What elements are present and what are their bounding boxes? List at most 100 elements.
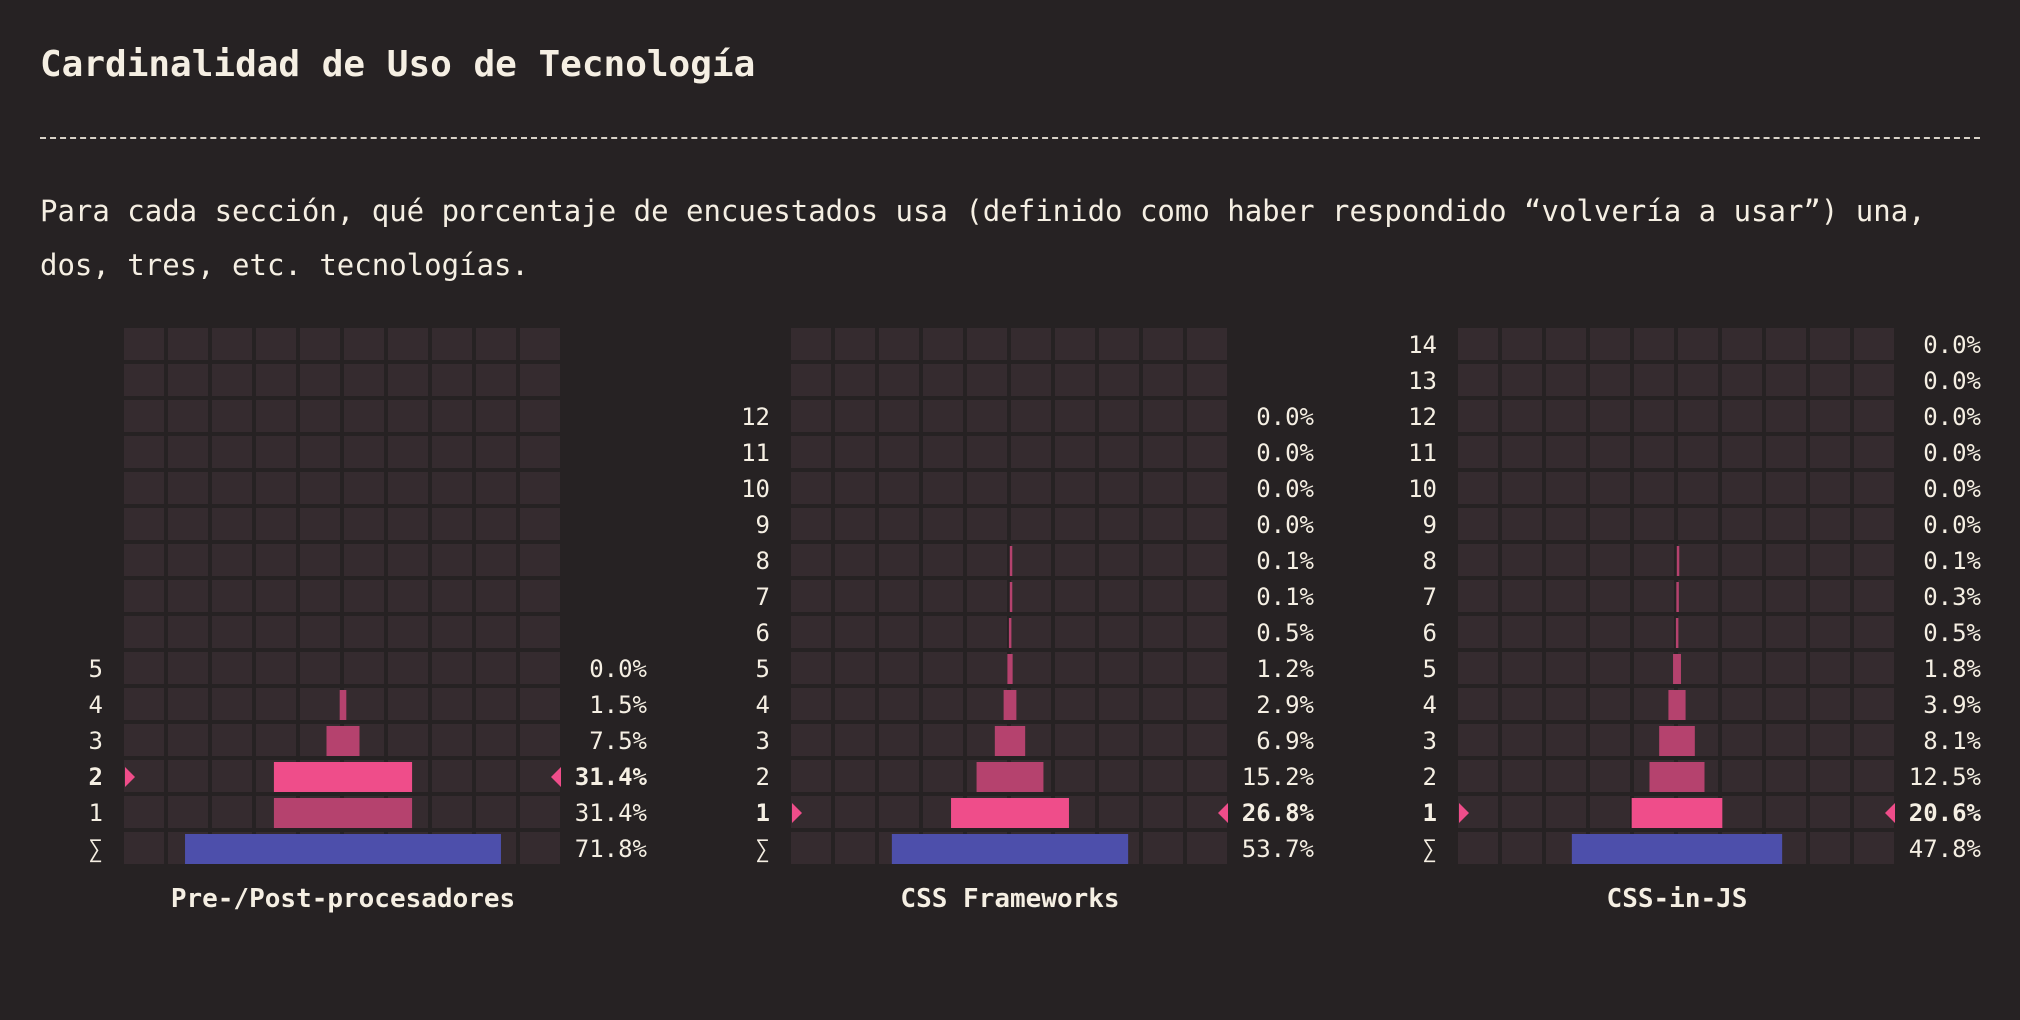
grid-cell — [300, 328, 340, 360]
grid-cell — [124, 364, 164, 396]
value-label-2: 31.4% — [575, 763, 648, 791]
grid-cell — [967, 652, 1007, 684]
highlight-marker-left-icon — [792, 803, 802, 823]
highlight-marker-right-icon — [551, 767, 561, 787]
grid-cell — [1634, 328, 1674, 360]
grid-cell — [1458, 760, 1498, 792]
grid-cell — [1590, 436, 1630, 468]
grid-cell — [388, 652, 428, 684]
grid-cell — [256, 688, 296, 720]
grid-cell — [212, 688, 252, 720]
grid-cell — [1722, 760, 1762, 792]
row-label-8: 8 — [1423, 547, 1437, 575]
value-label-1: 31.4% — [575, 799, 648, 827]
bar-1 — [273, 798, 413, 828]
grid-cell — [1854, 544, 1894, 576]
grid-cell — [1143, 760, 1183, 792]
highlight-marker-right-icon — [1218, 803, 1228, 823]
grid-cell — [1055, 616, 1095, 648]
grid-cell — [791, 688, 831, 720]
grid-cell — [791, 580, 831, 612]
grid-cell — [923, 724, 963, 756]
grid-cell — [967, 544, 1007, 576]
grid-cell — [1854, 652, 1894, 684]
grid-cell — [1810, 832, 1850, 864]
grid-cell — [300, 436, 340, 468]
grid-cell — [1810, 544, 1850, 576]
grid-cell — [256, 472, 296, 504]
grid-cell — [1099, 400, 1139, 432]
value-label-6: 0.5% — [1923, 619, 1981, 647]
grid-cell — [432, 760, 472, 792]
grid-cell — [1810, 580, 1850, 612]
grid-cell — [476, 724, 516, 756]
grid-cell — [1055, 508, 1095, 540]
grid-cell — [835, 400, 875, 432]
grid-cell — [476, 580, 516, 612]
bar-6 — [1675, 618, 1679, 648]
grid-cell — [967, 328, 1007, 360]
grid-cell — [967, 580, 1007, 612]
grid-cell — [1854, 580, 1894, 612]
grid-cell — [520, 796, 560, 828]
grid-cell — [1502, 616, 1542, 648]
grid-cell — [1766, 580, 1806, 612]
grid-cell — [1143, 616, 1183, 648]
grid-cell — [520, 580, 560, 612]
grid-cell — [879, 364, 919, 396]
grid-cell — [967, 364, 1007, 396]
value-label-5: 1.8% — [1923, 655, 1981, 683]
grid-cell — [791, 724, 831, 756]
grid-cell — [168, 724, 208, 756]
grid-cell — [1590, 616, 1630, 648]
grid-cell — [168, 760, 208, 792]
grid-cell — [1099, 616, 1139, 648]
grid-cell — [1011, 472, 1051, 504]
bar-1 — [951, 798, 1069, 828]
grid-cell — [300, 616, 340, 648]
highlight-marker-right-icon — [1885, 803, 1895, 823]
grid-cell — [1055, 724, 1095, 756]
grid-cell — [1187, 760, 1227, 792]
grid-cell — [1810, 400, 1850, 432]
grid-cell — [1502, 796, 1542, 828]
grid-cell — [520, 508, 560, 540]
grid-cell — [1722, 364, 1762, 396]
grid-cell — [1546, 508, 1586, 540]
grid-cell — [520, 328, 560, 360]
grid-cell — [1722, 508, 1762, 540]
grid-cell — [1590, 544, 1630, 576]
grid-cell — [1810, 508, 1850, 540]
grid-cell — [1722, 436, 1762, 468]
grid-cell — [1502, 544, 1542, 576]
grid-cell — [124, 688, 164, 720]
row-label-6: 6 — [756, 619, 770, 647]
grid-cell — [256, 652, 296, 684]
value-label-2: 12.5% — [1909, 763, 1982, 791]
grid-cell — [1766, 364, 1806, 396]
grid-cell — [1634, 472, 1674, 504]
value-label-7: 0.1% — [1256, 583, 1314, 611]
grid-cell — [1854, 760, 1894, 792]
row-label-9: 9 — [1423, 511, 1437, 539]
grid-cell — [1011, 328, 1051, 360]
value-label-3: 7.5% — [589, 727, 647, 755]
row-label-4: 4 — [1423, 691, 1437, 719]
grid-cell — [344, 652, 384, 684]
grid-cell — [1458, 544, 1498, 576]
grid-cell — [1458, 328, 1498, 360]
grid-cell — [256, 724, 296, 756]
grid-cell — [476, 616, 516, 648]
grid-cell — [476, 760, 516, 792]
value-label-5: 1.2% — [1256, 655, 1314, 683]
bar-3 — [326, 726, 360, 756]
row-label-3: 3 — [756, 727, 770, 755]
grid-cell — [1546, 652, 1586, 684]
row-label-5: 5 — [756, 655, 770, 683]
highlight-marker-left-icon — [125, 767, 135, 787]
grid-cell — [1810, 616, 1850, 648]
grid-cell — [1722, 544, 1762, 576]
grid-cell — [212, 724, 252, 756]
row-label-9: 9 — [756, 511, 770, 539]
